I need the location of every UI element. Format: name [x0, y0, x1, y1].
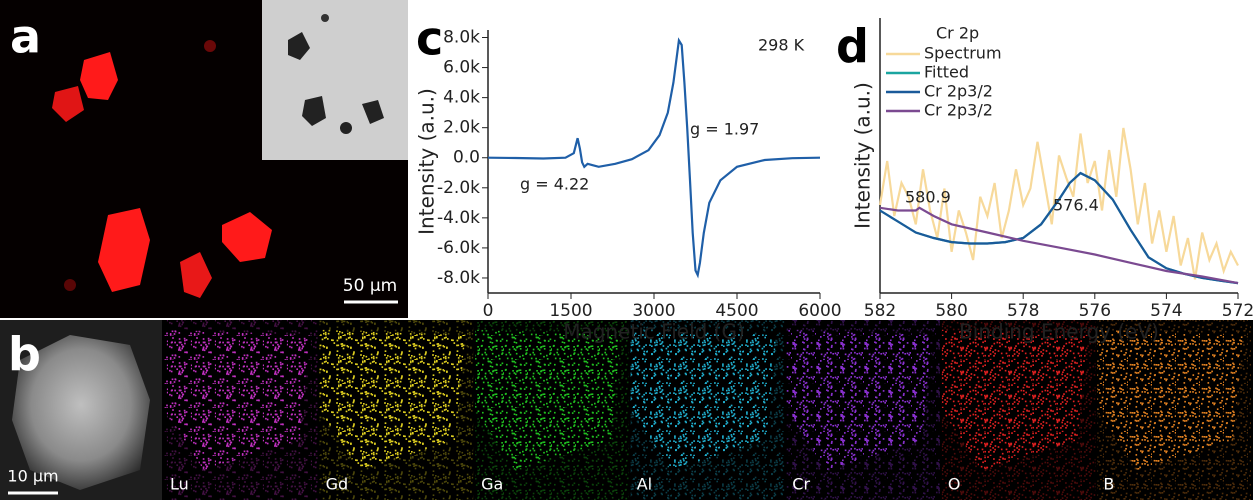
inset-particle	[288, 32, 310, 60]
legend-label: Spectrum	[924, 44, 1002, 63]
panel-letter: a	[10, 10, 41, 64]
element-map-particle	[164, 330, 310, 470]
y-tick-label: 2.0k	[443, 118, 480, 138]
element-map-particle	[475, 330, 621, 470]
data-line	[878, 127, 1239, 280]
element-label: Gd	[326, 475, 349, 494]
data-line	[487, 37, 821, 279]
annotation: g = 1.97	[690, 120, 759, 139]
x-axis-title: Magnetic Field (G)	[563, 320, 745, 344]
legend-label: Cr 2p3/2	[924, 82, 993, 101]
x-tick-label: 1500	[549, 301, 592, 321]
panel-letter: d	[836, 20, 869, 74]
y-tick-label: -6.0k	[437, 238, 480, 258]
element-map-particle	[1097, 330, 1243, 470]
sem-particle	[12, 335, 150, 490]
particle	[204, 40, 216, 52]
y-tick-label: -2.0k	[437, 178, 480, 198]
inset-particle	[302, 96, 326, 126]
y-tick-label: 4.0k	[443, 88, 480, 108]
panel-letter: b	[8, 328, 41, 382]
element-label: Lu	[170, 475, 189, 494]
y-axis-title: Intensity (a.u.)	[415, 88, 439, 235]
x-tick-label: 4500	[715, 301, 758, 321]
x-tick-label: 572	[1222, 301, 1253, 321]
particle	[64, 279, 76, 291]
particle	[180, 252, 212, 298]
inset-particle	[362, 100, 384, 124]
element-map-particle	[941, 330, 1088, 470]
x-tick-label: 6000	[798, 301, 841, 321]
element-label: O	[948, 475, 961, 494]
y-tick-label: 6.0k	[443, 58, 480, 78]
x-tick-label: 582	[864, 301, 896, 321]
y-tick-label: 8.0k	[443, 28, 480, 48]
element-label: Cr	[792, 475, 810, 494]
x-axis-title: Binding Energy (eV)	[959, 320, 1159, 344]
element-map-particle	[630, 330, 777, 470]
annotation: 576.4	[1053, 196, 1099, 215]
x-tick-label: 0	[483, 301, 494, 321]
inset-particle	[321, 14, 329, 22]
particle	[222, 212, 272, 262]
x-tick-label: 580	[935, 301, 967, 321]
legend-label: Fitted	[924, 63, 969, 82]
y-tick-label: 0.0	[453, 148, 480, 168]
panel-letter: c	[416, 12, 443, 66]
data-line	[879, 171, 1239, 285]
scale-bar-label: 10 μm	[7, 467, 58, 486]
x-tick-label: 576	[1079, 301, 1111, 321]
element-label: Al	[637, 475, 652, 494]
legend-title: Cr 2p	[936, 24, 979, 43]
element-label: B	[1103, 475, 1114, 494]
annotation: 580.9	[905, 188, 951, 207]
x-tick-label: 3000	[632, 301, 675, 321]
x-tick-label: 574	[1150, 301, 1182, 321]
legend-label: Cr 2p3/2	[924, 101, 993, 120]
panel-a: a 50 μm	[0, 0, 408, 318]
element-map-particle	[786, 330, 932, 470]
y-tick-label: -4.0k	[437, 208, 480, 228]
particle	[98, 208, 150, 292]
annotation: g = 4.22	[520, 175, 589, 194]
inset-particle	[340, 122, 352, 134]
element-map-particle	[319, 330, 466, 470]
particle	[80, 52, 118, 100]
inset-image	[262, 0, 408, 160]
element-label: Ga	[481, 475, 503, 494]
data-line	[879, 206, 1239, 285]
particle	[52, 86, 84, 122]
scale-bar-label: 50 μm	[343, 276, 397, 296]
y-tick-label: -8.0k	[437, 268, 480, 288]
y-axis-title: Intensity (a.u.)	[851, 82, 875, 229]
annotation: 298 K	[758, 36, 805, 55]
x-tick-label: 578	[1007, 301, 1039, 321]
